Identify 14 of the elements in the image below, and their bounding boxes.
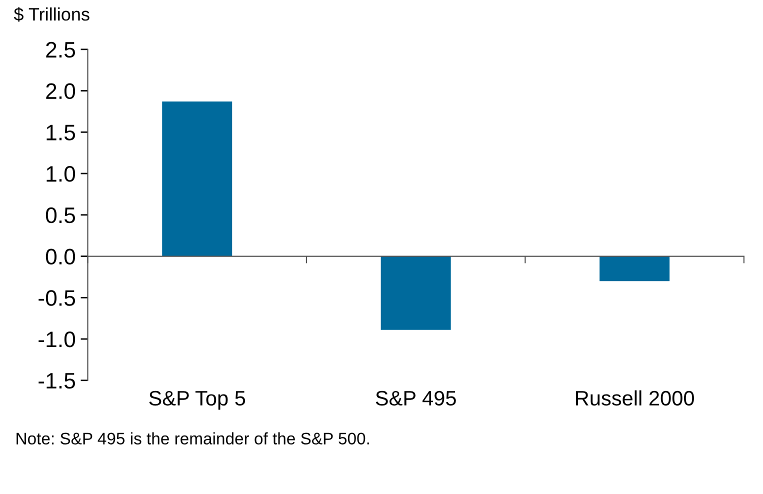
- y-tick-label: 2.0: [46, 83, 76, 100]
- y-tick-label: 2.5: [46, 42, 76, 58]
- y-tick-label: -0.5: [38, 290, 76, 306]
- y-tick-label: 1.5: [46, 124, 76, 140]
- text: Note: S&P 495 is the remainder of the S&P 500.: [16, 432, 369, 444]
- x-tick-label: Russell 2000: [576, 390, 694, 406]
- y-tick-label: 1.0: [46, 166, 76, 182]
- y-axis-title: $ Trillions: [14, 7, 90, 22]
- x-tick-label: S&P Top 5: [149, 390, 246, 410]
- y-tick-label: -1.0: [38, 332, 76, 348]
- y-tick-label: -1.5: [38, 373, 76, 389]
- y-tick-label: 0.5: [46, 207, 76, 224]
- x-tick-label: S&P 495: [376, 390, 456, 406]
- y-tick-label: 0.0: [46, 248, 76, 265]
